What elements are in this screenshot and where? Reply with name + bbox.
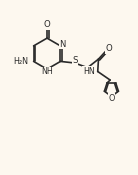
Text: H₂N: H₂N [14,57,29,65]
Text: O: O [108,94,115,103]
Text: NH: NH [41,67,52,76]
Text: N: N [59,40,66,49]
Text: O: O [105,44,112,54]
Text: O: O [44,20,50,29]
Text: HN: HN [83,67,95,76]
Text: S: S [72,56,78,65]
